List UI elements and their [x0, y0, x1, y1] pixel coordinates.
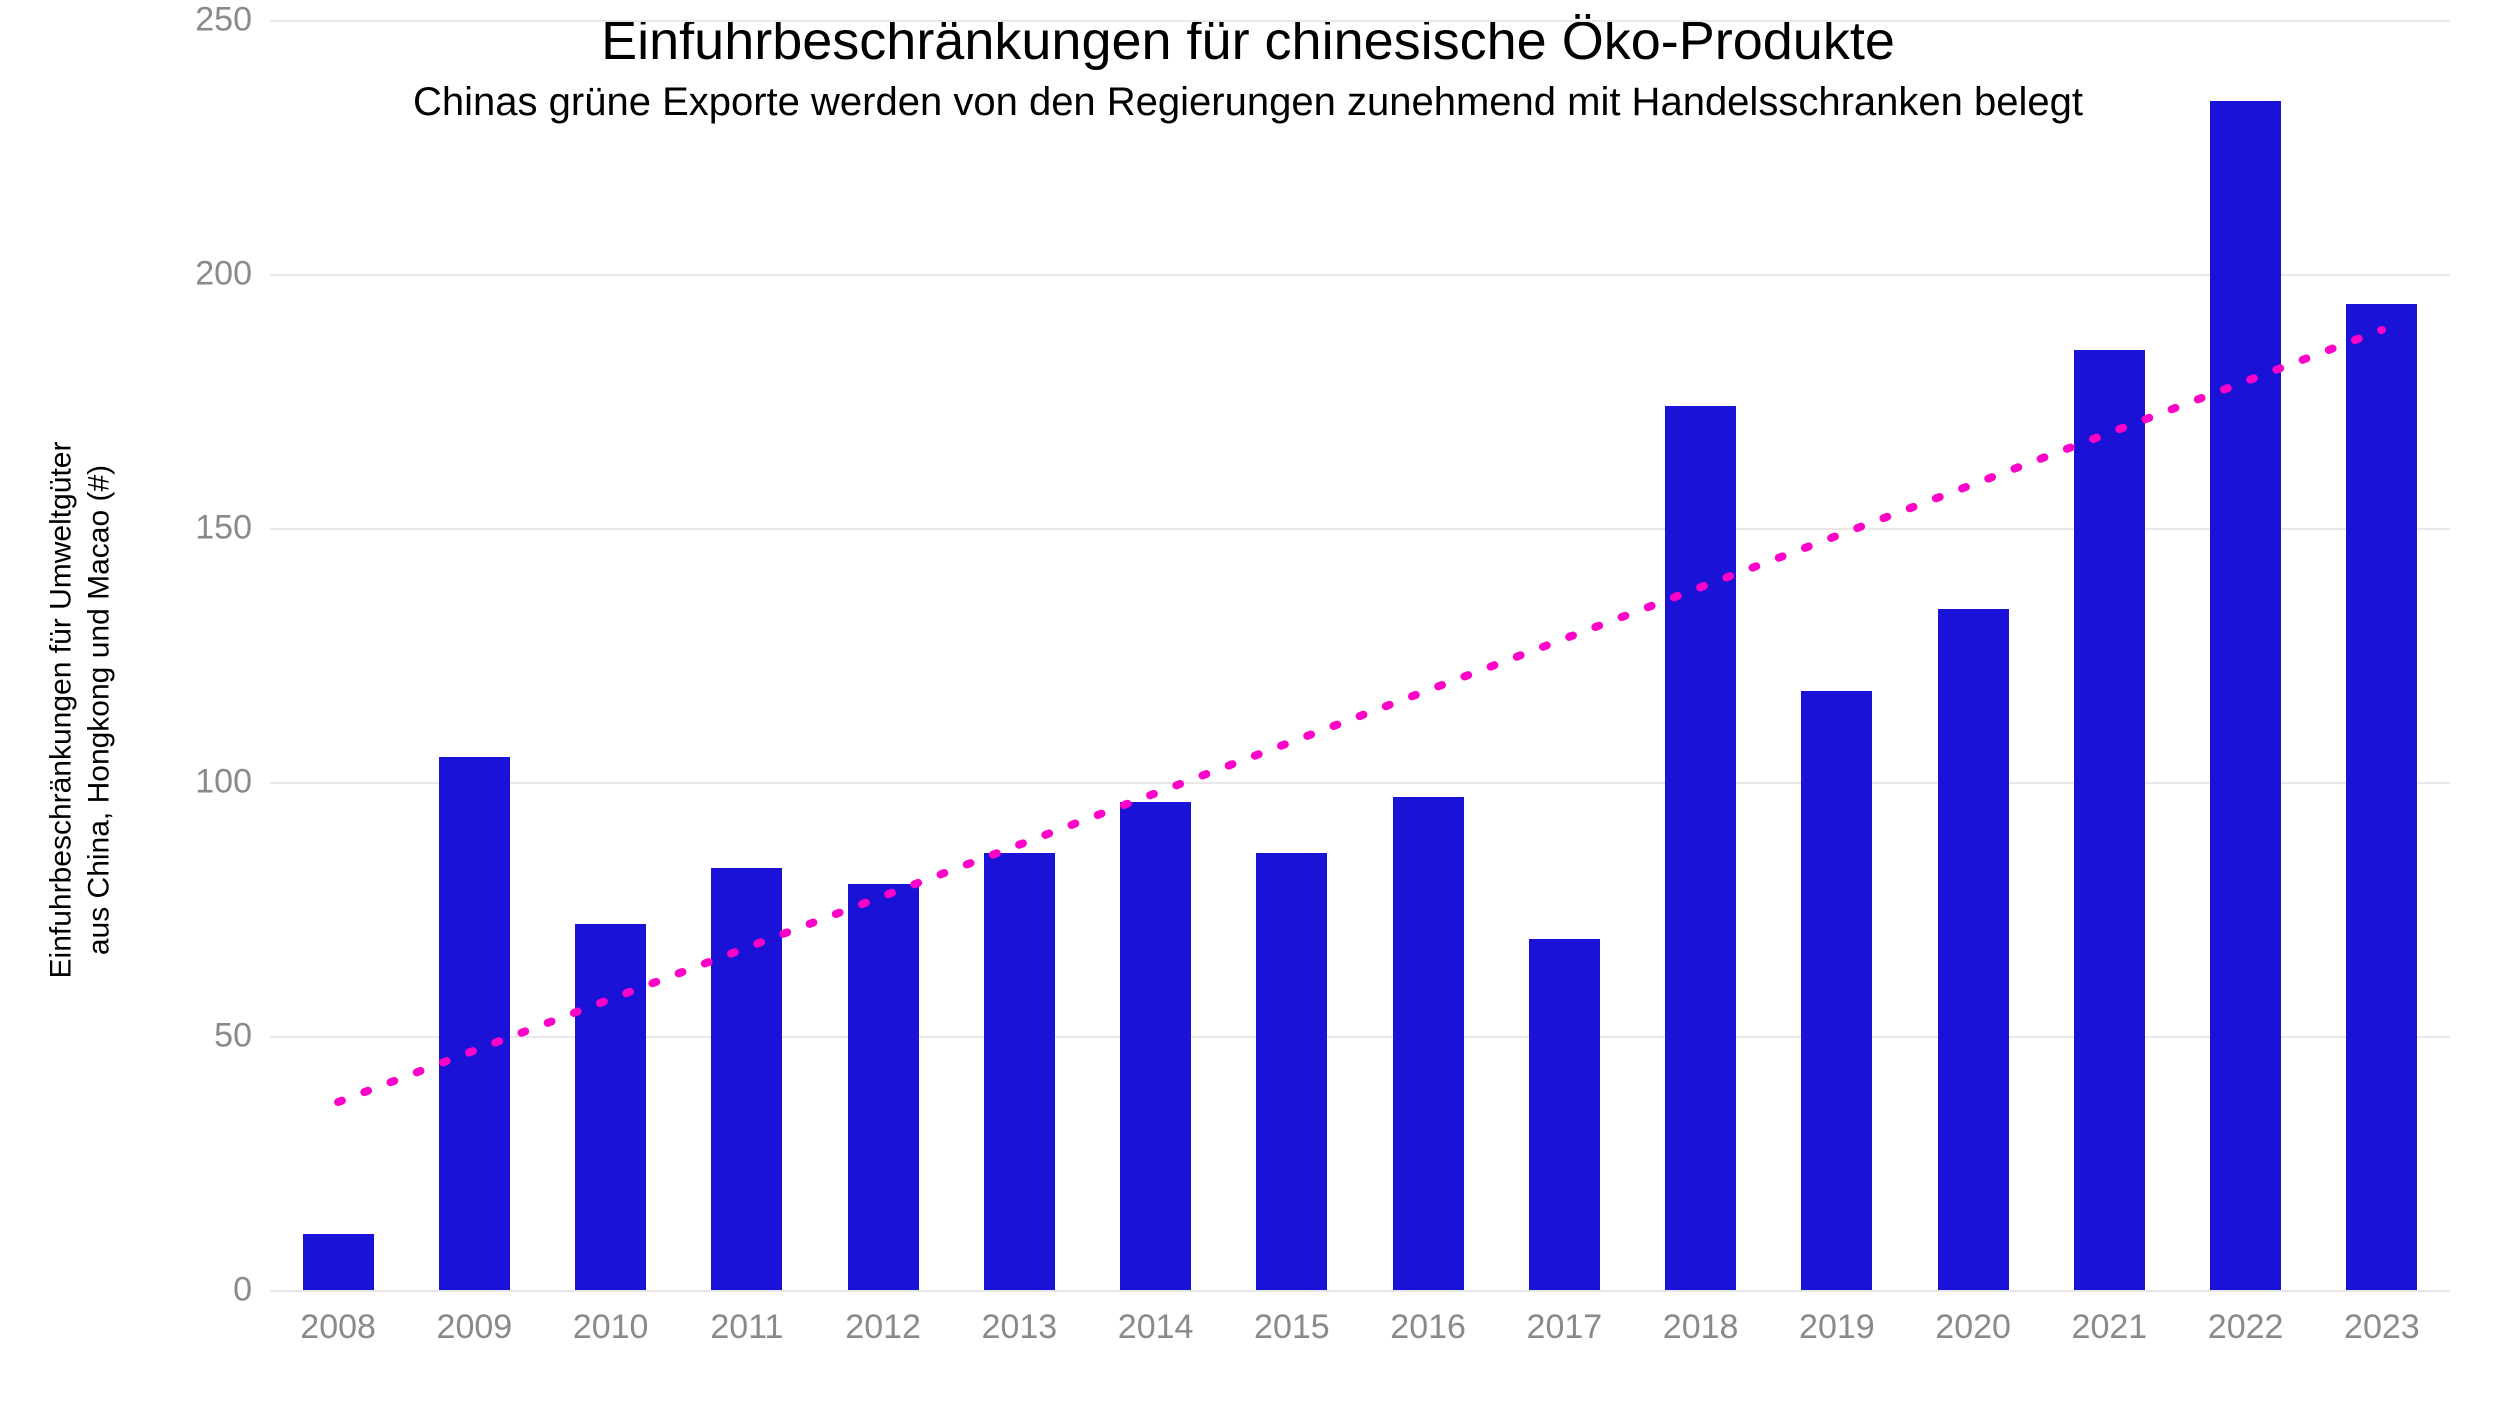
- plot-area: 0501001502002502008200920102011201220132…: [270, 20, 2450, 1290]
- bar: [984, 853, 1055, 1290]
- y-tick-label: 50: [214, 1017, 270, 1056]
- y-tick-label: 100: [195, 763, 270, 802]
- x-tick-label: 2010: [573, 1290, 649, 1347]
- x-tick-label: 2018: [1663, 1290, 1739, 1347]
- bar: [439, 757, 510, 1290]
- bar: [711, 868, 782, 1290]
- bar: [1256, 853, 1327, 1290]
- y-axis-title: Einfuhrbeschränkungen für Umweltgüter au…: [43, 442, 118, 979]
- x-tick-label: 2017: [1527, 1290, 1603, 1347]
- y-tick-label: 0: [233, 1271, 270, 1310]
- bar: [2074, 350, 2145, 1290]
- bar: [1393, 797, 1464, 1290]
- x-tick-label: 2008: [300, 1290, 376, 1347]
- bar: [1120, 802, 1191, 1290]
- x-tick-label: 2015: [1254, 1290, 1330, 1347]
- bar: [1665, 406, 1736, 1290]
- y-tick-label: 150: [195, 509, 270, 548]
- x-tick-label: 2013: [982, 1290, 1058, 1347]
- x-tick-label: 2011: [710, 1290, 783, 1347]
- x-tick-label: 2020: [1935, 1290, 2011, 1347]
- x-tick-label: 2014: [1118, 1290, 1194, 1347]
- bar: [848, 884, 919, 1290]
- gridline: [270, 20, 2450, 22]
- bar: [575, 924, 646, 1290]
- bar: [2210, 101, 2281, 1290]
- x-tick-label: 2019: [1799, 1290, 1875, 1347]
- x-tick-label: 2012: [845, 1290, 921, 1347]
- bar: [1529, 939, 1600, 1290]
- bar: [1938, 609, 2009, 1290]
- bar: [2346, 304, 2417, 1290]
- gridline: [270, 274, 2450, 276]
- chart-container: Einfuhrbeschränkungen für chinesische Ök…: [0, 0, 2496, 1404]
- x-tick-label: 2022: [2208, 1290, 2284, 1347]
- y-axis-title-line1: Einfuhrbeschränkungen für Umweltgüter: [43, 442, 81, 979]
- y-tick-label: 200: [195, 255, 270, 294]
- x-tick-label: 2009: [437, 1290, 513, 1347]
- bar: [303, 1234, 374, 1290]
- x-tick-label: 2023: [2344, 1290, 2420, 1347]
- y-axis-title-line2: aus China, Hongkong und Macao (#): [80, 442, 118, 979]
- bar: [1801, 691, 1872, 1290]
- y-tick-label: 250: [195, 1, 270, 40]
- x-tick-label: 2016: [1390, 1290, 1466, 1347]
- x-tick-label: 2021: [2072, 1290, 2148, 1347]
